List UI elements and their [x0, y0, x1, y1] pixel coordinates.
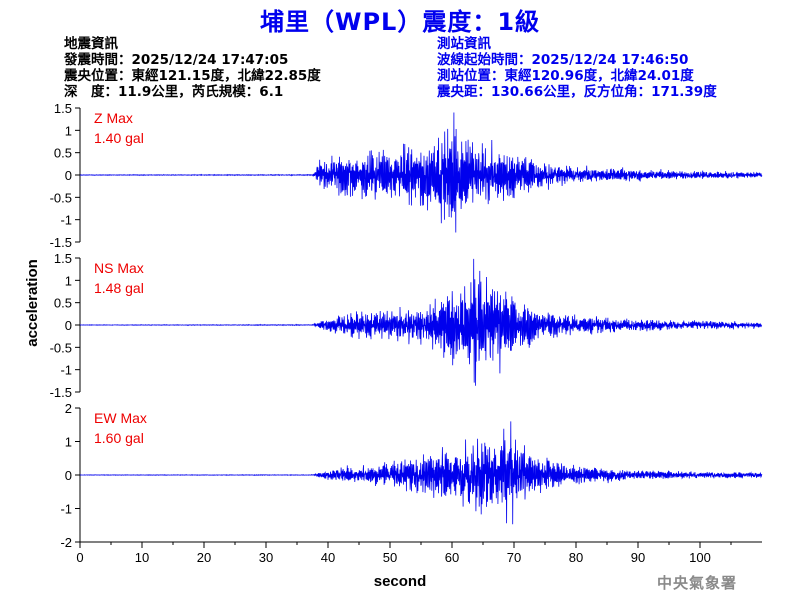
x-axis: 0 10 20 30 40 50 60 70 80 90 100: [76, 541, 762, 565]
y-tick-label: 0: [65, 318, 72, 333]
y-axis-label: acceleration: [24, 259, 41, 347]
x-tick-label: 40: [321, 550, 335, 565]
y-tick-label: 0.5: [54, 296, 72, 311]
y-tick-label: 2: [65, 401, 72, 416]
x-axis-label: second: [374, 573, 427, 590]
y-tick-label: -2: [60, 535, 72, 550]
station-location: 測站位置：東經120.96度，北緯24.01度: [437, 68, 694, 84]
y-tick-label: 1: [65, 435, 72, 450]
waveform-trace: [79, 258, 763, 386]
x-tick-label: 60: [445, 550, 459, 565]
waveform-trace: [79, 112, 763, 233]
max-value: 1.48 gal: [94, 280, 144, 296]
panel-ew: 2 1 0 -1 -2 EW Max 1.60 gal: [60, 401, 763, 550]
panel-z: 1.5 1 0.5 0 -0.5 -1 -1.5 Z Max 1.40 gal: [50, 101, 763, 250]
event-origin-time: 發震時間：2025/12/24 17:47:05: [64, 52, 289, 68]
y-tick-label: -1: [60, 363, 72, 378]
y-tick-label: -1.5: [50, 235, 72, 250]
x-tick-label: 20: [197, 550, 211, 565]
x-tick-label: 50: [383, 550, 397, 565]
y-tick-label: -0.5: [50, 190, 72, 205]
x-tick-label: 80: [569, 550, 583, 565]
panel-ns: 1.5 1 0.5 0 -0.5 -1 -1.5 NS Max 1.48 gal: [50, 251, 763, 400]
event-depth-magnitude: 深 度：11.9公里，芮氏規模：6.1: [64, 84, 284, 100]
max-value: 1.60 gal: [94, 430, 144, 446]
max-label: EW Max: [94, 410, 147, 426]
y-tick-label: 0.5: [54, 146, 72, 161]
station-info-heading: 測站資訊: [437, 36, 491, 52]
x-tick-label: 30: [259, 550, 273, 565]
x-tick-label: 100: [689, 550, 711, 565]
station-info-block: 測站資訊 波線起始時間：2025/12/24 17:46:50 測站位置：東經1…: [437, 36, 717, 100]
y-tick-label: 0: [65, 168, 72, 183]
y-tick-label: 0: [65, 468, 72, 483]
page-title: 埔里（WPL）震度：1級: [259, 8, 541, 36]
y-tick-label: -1: [60, 213, 72, 228]
x-tick-label: 90: [631, 550, 645, 565]
y-tick-label: 1.5: [54, 101, 72, 116]
y-tick-label: -0.5: [50, 340, 72, 355]
y-tick-label: -1.5: [50, 385, 72, 400]
event-epicenter: 震央位置：東經121.15度，北緯22.85度: [64, 68, 321, 84]
waveform-trace: [80, 421, 763, 525]
station-distance: 震央距：130.66公里，反方位角：171.39度: [437, 84, 717, 100]
y-tick-label: 1.5: [54, 251, 72, 266]
station-wave-start: 波線起始時間：2025/12/24 17:46:50: [437, 52, 689, 68]
event-info-heading: 地震資訊: [64, 36, 118, 52]
max-label: Z Max: [94, 110, 133, 126]
y-tick-label: 1: [65, 273, 72, 288]
event-info-block: 地震資訊 發震時間：2025/12/24 17:47:05 震央位置：東經121…: [64, 36, 321, 100]
x-tick-label: 0: [76, 550, 83, 565]
max-label: NS Max: [94, 260, 144, 276]
y-tick-label: -1: [60, 502, 72, 517]
y-tick-label: 1: [65, 123, 72, 138]
max-value: 1.40 gal: [94, 130, 144, 146]
x-tick-label: 70: [507, 550, 521, 565]
x-tick-label: 10: [135, 550, 149, 565]
agency-watermark: 中央氣象署: [657, 574, 738, 592]
